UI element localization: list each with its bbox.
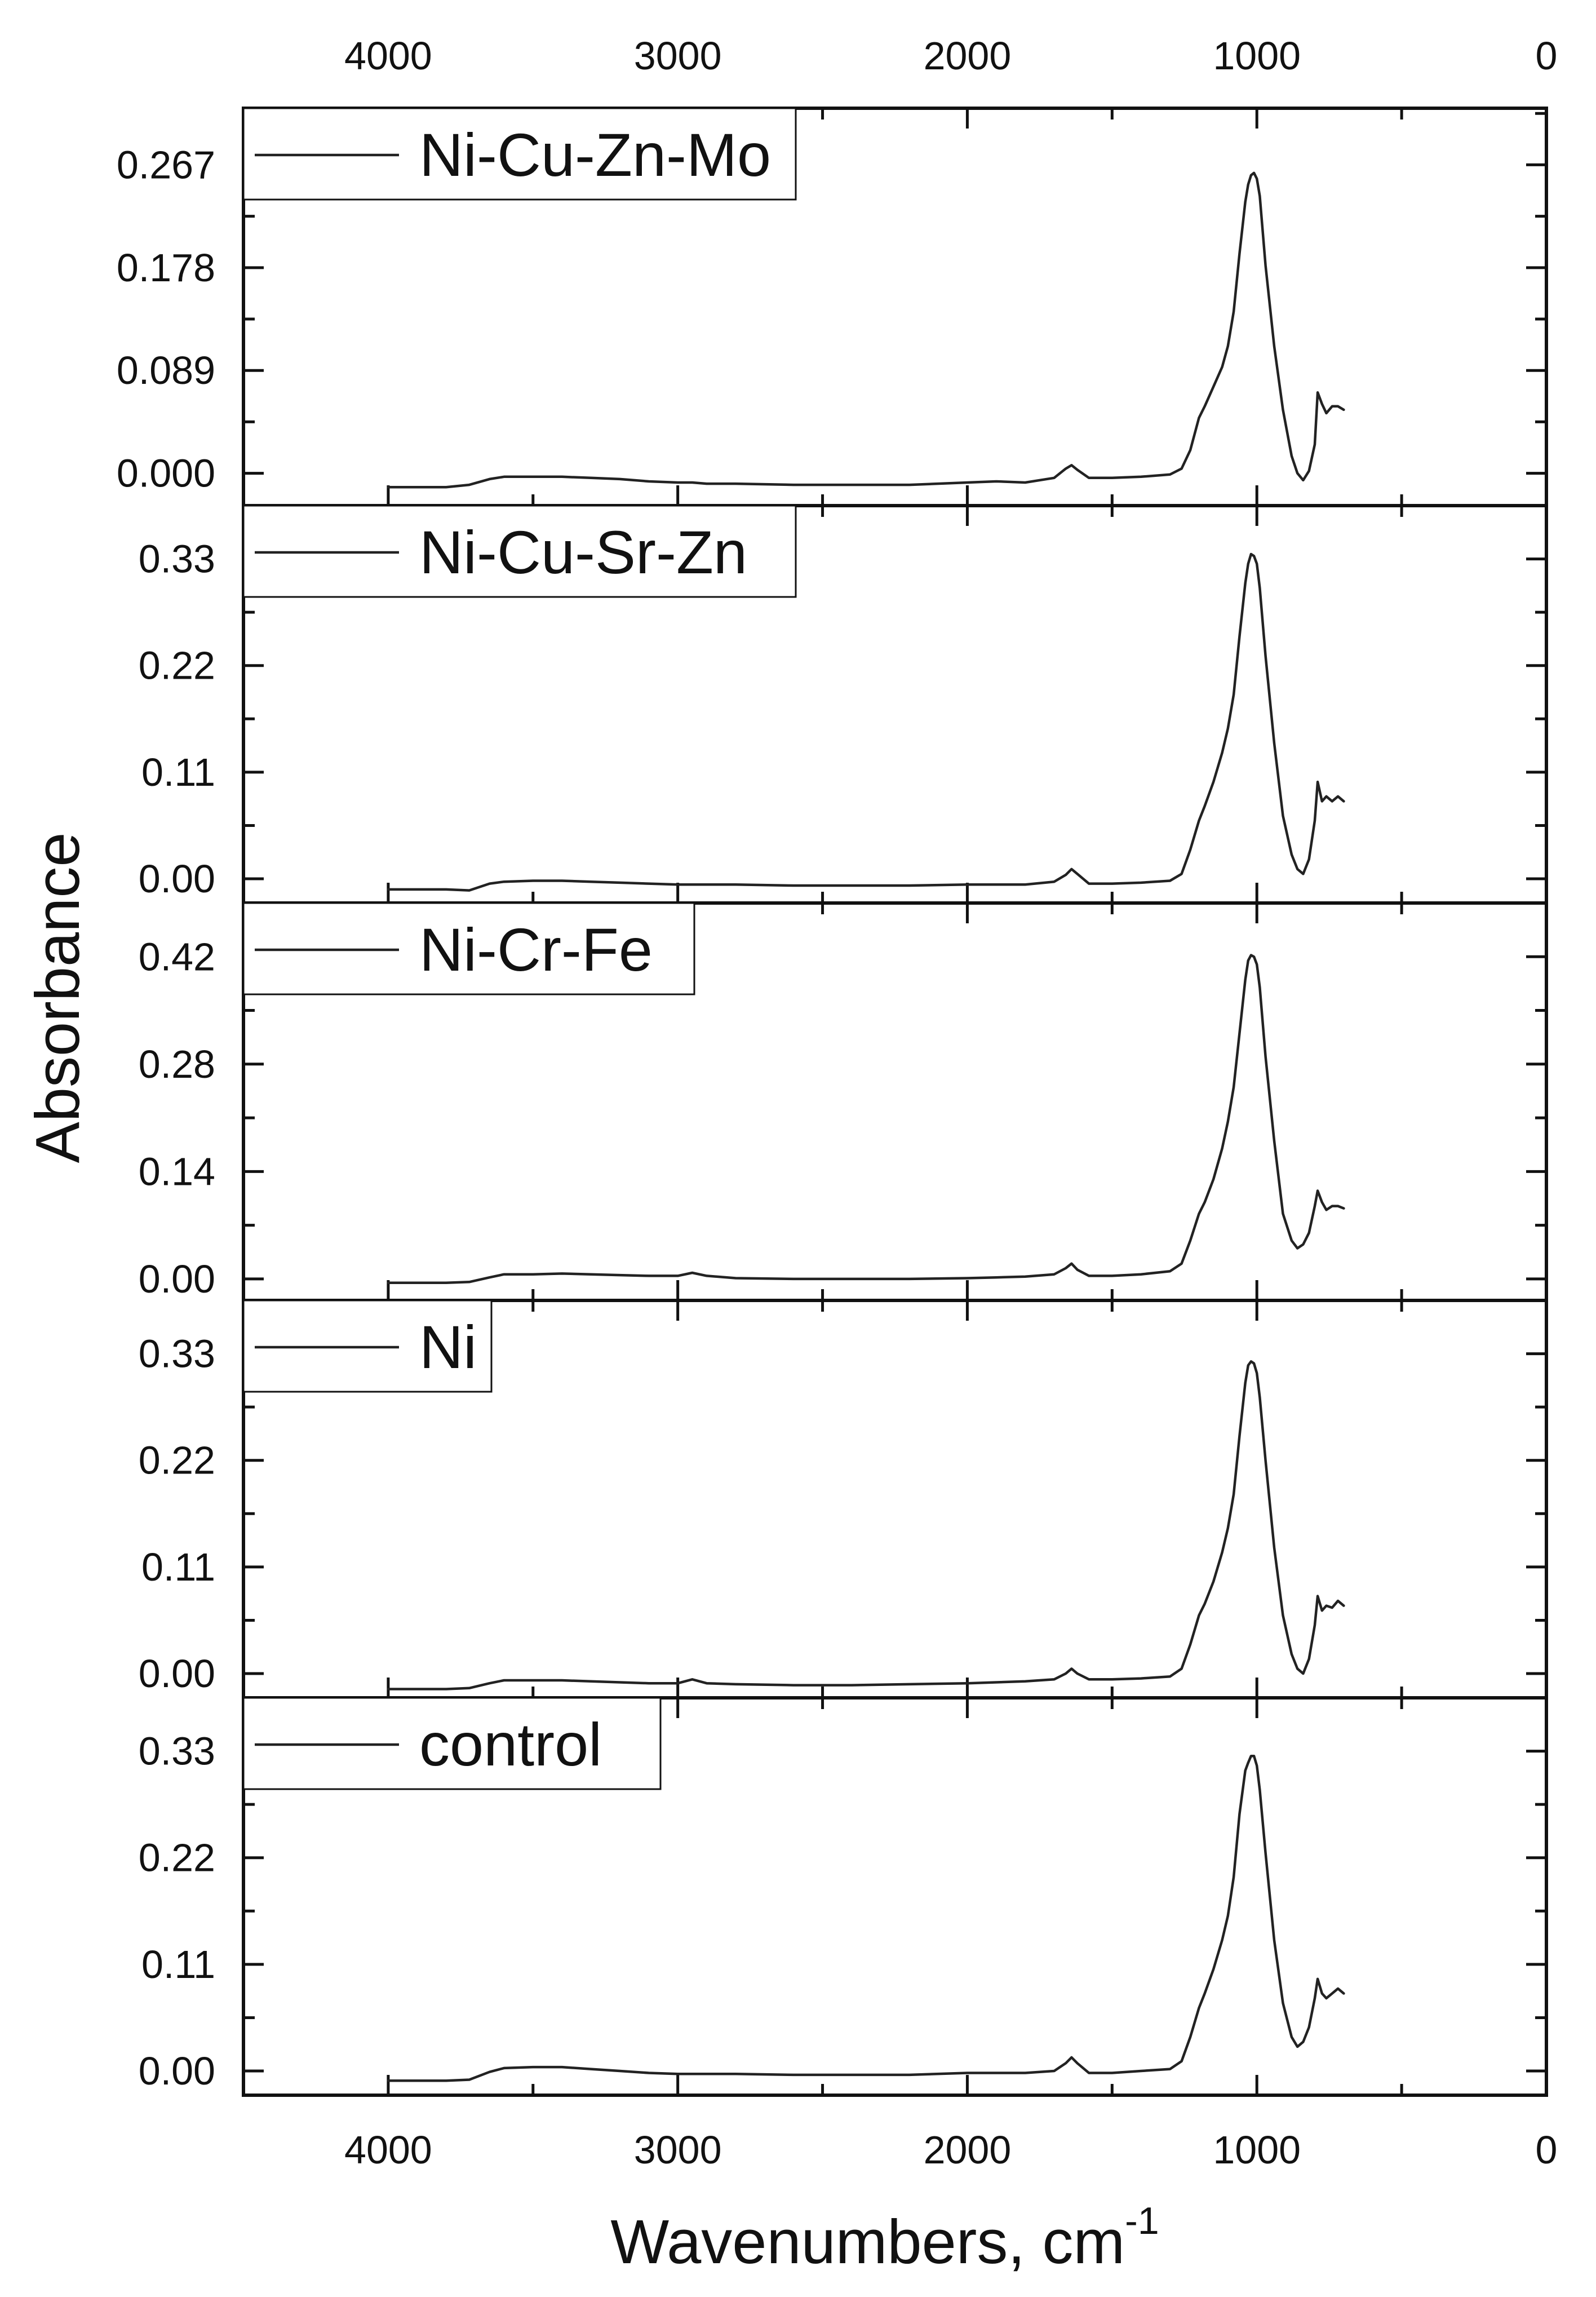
y-tick-label: 0.00 bbox=[139, 857, 215, 901]
spectrum-line bbox=[387, 954, 1345, 1284]
x-tick-label-top: 1000 bbox=[1213, 34, 1301, 78]
legend-label: Ni bbox=[419, 1313, 477, 1381]
y-tick-label: 0.22 bbox=[139, 1439, 215, 1482]
y-tick-label: 0.000 bbox=[117, 452, 215, 495]
y-tick-label: 0.22 bbox=[139, 644, 215, 688]
panel-4: 0.00 0.11 0.22 0.33 Ni bbox=[139, 1299, 1548, 1699]
y-tick-label: 0.089 bbox=[117, 348, 215, 392]
legend: control bbox=[242, 1697, 662, 1790]
x-tick-label-bottom: 1000 bbox=[1213, 2128, 1301, 2172]
legend-label: Ni-Cu-Zn-Mo bbox=[419, 121, 771, 189]
x-tick-labels-top: 4000 3000 2000 1000 0 bbox=[344, 34, 1557, 78]
y-tick-label: 0.42 bbox=[139, 935, 215, 979]
legend: Ni-Cr-Fe bbox=[242, 902, 695, 995]
panel-5: 0.00 0.11 0.22 0.33 control bbox=[139, 1696, 1548, 2097]
y-tick-label: 0.11 bbox=[141, 750, 215, 794]
x-axis-title-text: Wavenumbers, cm bbox=[610, 2207, 1125, 2277]
spectrum-line bbox=[387, 1360, 1345, 1690]
x-tick-label-top: 4000 bbox=[344, 34, 432, 78]
x-tick-label-bottom: 2000 bbox=[924, 2128, 1012, 2172]
y-tick-label: 0.14 bbox=[139, 1149, 215, 1193]
y-tick-label: 0.28 bbox=[139, 1042, 215, 1086]
y-tick-label: 0.11 bbox=[141, 1545, 215, 1589]
x-tick-labels-bottom: 4000 3000 2000 1000 0 bbox=[344, 2128, 1557, 2172]
legend: Ni bbox=[242, 1299, 493, 1393]
x-tick-label-bottom: 0 bbox=[1536, 2128, 1558, 2172]
y-tick-label: 0.267 bbox=[117, 143, 215, 187]
y-tick-label: 0.33 bbox=[139, 537, 215, 581]
x-tick-label-bottom: 3000 bbox=[634, 2128, 722, 2172]
y-tick-label: 0.178 bbox=[117, 246, 215, 290]
panel-2: 0.00 0.11 0.22 0.33 Ni-Cu-Sr-Zn bbox=[139, 504, 1548, 905]
y-tick-label: 0.00 bbox=[139, 2049, 215, 2093]
y-tick-label: 0.33 bbox=[139, 1332, 215, 1376]
spectrum-line bbox=[387, 1754, 1345, 2082]
x-tick-label-top: 0 bbox=[1536, 34, 1558, 78]
y-axis-title: Absorbance bbox=[23, 832, 92, 1163]
x-tick-label-top: 3000 bbox=[634, 34, 722, 78]
panel-1: 0.000 0.089 0.178 0.267 Ni-Cu-Zn-Mo bbox=[117, 107, 1548, 507]
spectrum-line bbox=[387, 171, 1345, 489]
legend: Ni-Cu-Sr-Zn bbox=[242, 504, 797, 598]
panel-frame bbox=[242, 1696, 1548, 2097]
panel-3: 0.00 0.14 0.28 0.42 Ni-Cr-Fe bbox=[139, 901, 1548, 1302]
legend-label: Ni-Cu-Sr-Zn bbox=[419, 518, 747, 586]
legend-label: Ni-Cr-Fe bbox=[419, 915, 653, 984]
y-tick-label: 0.00 bbox=[139, 1257, 215, 1301]
y-tick-label: 0.11 bbox=[141, 1942, 215, 1986]
x-tick-label-top: 2000 bbox=[924, 34, 1012, 78]
x-axis-title-superscript: -1 bbox=[1125, 2199, 1159, 2242]
y-tick-label: 0.33 bbox=[139, 1729, 215, 1773]
x-axis-title: Wavenumbers, cm-1 bbox=[610, 2199, 1159, 2277]
y-tick-label: 0.00 bbox=[139, 1652, 215, 1696]
x-tick-label-bottom: 4000 bbox=[344, 2128, 432, 2172]
spectrum-line bbox=[387, 552, 1345, 892]
legend: Ni-Cu-Zn-Mo bbox=[242, 107, 797, 201]
y-tick-label: 0.22 bbox=[139, 1836, 215, 1880]
legend-label: control bbox=[419, 1710, 602, 1778]
